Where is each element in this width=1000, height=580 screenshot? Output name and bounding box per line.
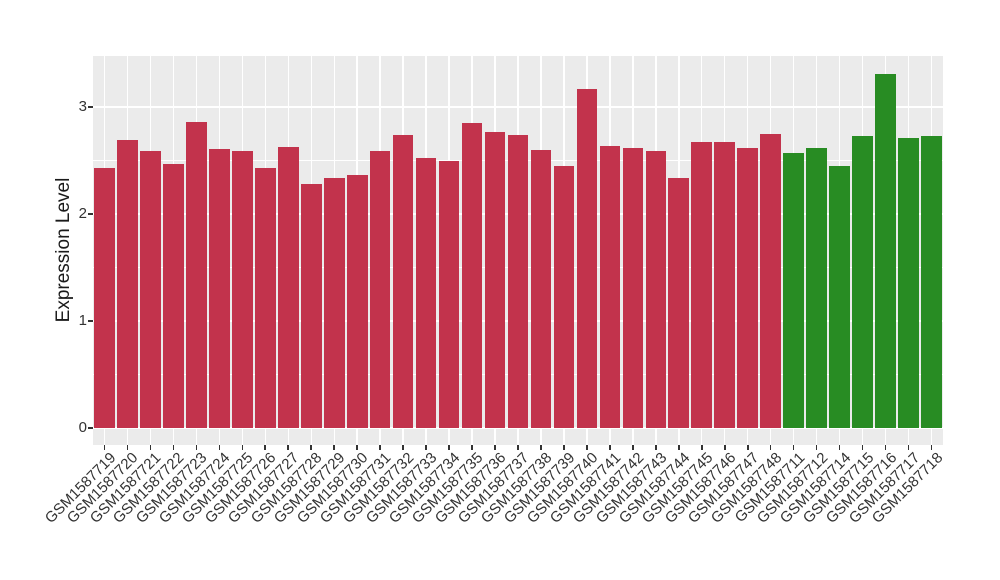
bar-GSM1587726 xyxy=(254,167,276,428)
x-tick-mark xyxy=(655,445,657,450)
x-tick-mark xyxy=(678,445,680,450)
x-tick-mark xyxy=(884,445,887,450)
bar-GSM1587740 xyxy=(576,88,598,428)
x-tick-mark xyxy=(195,445,198,450)
bar-GSM1587734 xyxy=(438,160,460,428)
bar-GSM1587745 xyxy=(691,142,713,428)
bar-GSM1587744 xyxy=(668,177,690,428)
bar-GSM1587732 xyxy=(392,134,414,428)
x-tick-mark xyxy=(448,445,450,450)
bar-GSM1587730 xyxy=(346,175,368,428)
plot-panel xyxy=(93,56,943,445)
x-tick-mark xyxy=(815,445,818,450)
bar-GSM1587711 xyxy=(783,153,804,428)
bar-GSM1587741 xyxy=(599,145,621,428)
x-tick-mark xyxy=(907,445,910,450)
y-axis-title: Expression Level xyxy=(53,177,74,323)
bar-GSM1587738 xyxy=(530,149,552,428)
bar-GSM1587748 xyxy=(760,133,782,428)
x-tick-mark xyxy=(861,445,864,450)
bar-GSM1587715 xyxy=(852,135,873,428)
x-tick-mark xyxy=(356,445,358,450)
x-tick-mark xyxy=(126,445,129,450)
x-tick-mark xyxy=(563,445,565,450)
bar-GSM1587737 xyxy=(507,134,529,428)
bar-GSM1587722 xyxy=(163,163,184,428)
bar-GSM1587727 xyxy=(277,146,299,428)
x-tick-mark xyxy=(746,445,749,450)
bar-GSM1587742 xyxy=(622,147,644,428)
y-tick-mark xyxy=(88,427,93,429)
bar-GSM1587723 xyxy=(186,121,207,428)
x-tick-mark xyxy=(172,445,175,450)
y-tick-label: 3 xyxy=(78,98,87,115)
bar-GSM1587721 xyxy=(140,150,161,428)
x-tick-mark xyxy=(792,445,795,450)
bar-GSM1587728 xyxy=(300,184,322,428)
bar-GSM1587746 xyxy=(714,142,736,428)
y-tick-mark xyxy=(88,106,93,108)
x-tick-mark xyxy=(218,445,221,450)
x-tick-mark xyxy=(333,445,335,450)
x-tick-mark xyxy=(930,445,933,450)
x-tick-mark xyxy=(471,445,473,450)
x-tick-mark xyxy=(103,445,106,450)
bar-GSM1587731 xyxy=(369,150,391,428)
y-tick-label: 0 xyxy=(78,419,87,436)
x-tick-mark xyxy=(310,445,313,450)
x-tick-mark xyxy=(769,445,772,450)
x-tick-mark xyxy=(632,445,634,450)
bar-GSM1587735 xyxy=(461,123,483,428)
bar-GSM1587736 xyxy=(484,131,506,428)
bar-GSM1587717 xyxy=(898,138,919,428)
bar-GSM1587720 xyxy=(117,140,138,428)
bar-GSM1587729 xyxy=(323,177,345,428)
x-tick-mark xyxy=(838,445,841,450)
y-tick-label: 2 xyxy=(78,205,87,222)
bar-GSM1587725 xyxy=(231,150,253,428)
x-tick-mark xyxy=(264,445,267,450)
x-tick-mark xyxy=(540,445,542,450)
bar-GSM1587719 xyxy=(94,167,115,428)
bar-GSM1587712 xyxy=(806,147,827,428)
bar-GSM1587714 xyxy=(829,165,850,428)
x-tick-mark xyxy=(287,445,290,450)
bar-GSM1587747 xyxy=(737,147,759,428)
y-tick-mark xyxy=(88,213,93,215)
bar-GSM1587724 xyxy=(209,148,230,428)
x-tick-mark xyxy=(700,445,703,450)
x-tick-mark xyxy=(517,445,519,450)
x-tick-mark xyxy=(425,445,427,450)
x-tick-mark xyxy=(241,445,244,450)
x-tick-mark xyxy=(586,445,588,450)
x-tick-mark xyxy=(609,445,611,450)
y-tick-mark xyxy=(88,320,93,322)
bar-GSM1587739 xyxy=(553,165,575,428)
x-tick-mark xyxy=(379,445,381,450)
x-tick-mark xyxy=(494,445,496,450)
bar-GSM1587733 xyxy=(415,158,437,428)
bar-GSM1587716 xyxy=(875,73,896,428)
y-tick-label: 1 xyxy=(78,312,87,329)
x-tick-mark xyxy=(723,445,726,450)
bar-GSM1587743 xyxy=(645,150,667,428)
x-tick-mark xyxy=(149,445,152,450)
x-tick-mark xyxy=(402,445,404,450)
bar-GSM1587718 xyxy=(921,135,942,428)
